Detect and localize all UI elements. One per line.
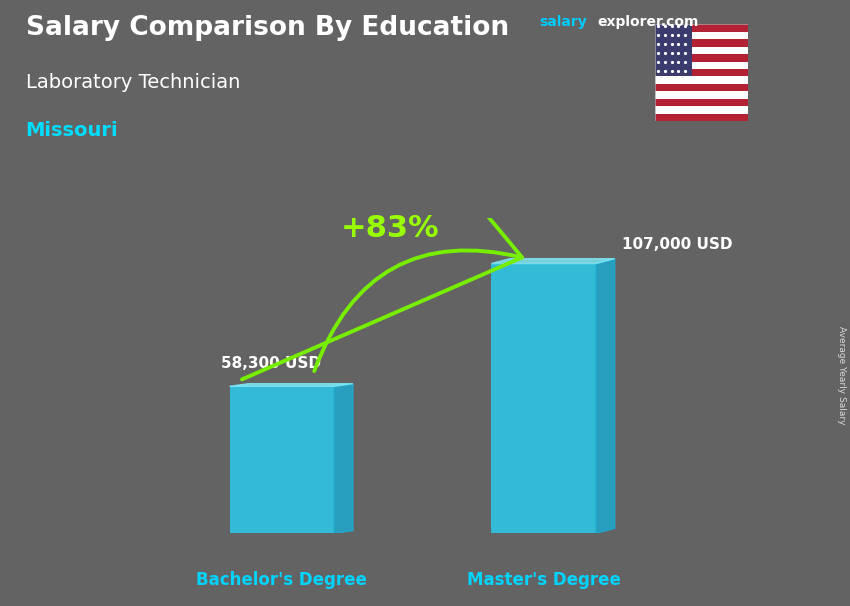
Bar — [654, 24, 748, 32]
Text: Average Yearly Salary: Average Yearly Salary — [836, 327, 846, 425]
FancyBboxPatch shape — [491, 264, 596, 533]
Text: Salary Comparison By Education: Salary Comparison By Education — [26, 15, 508, 41]
Bar — [654, 47, 748, 54]
Bar — [654, 32, 748, 39]
Polygon shape — [334, 384, 353, 533]
Bar — [654, 69, 748, 76]
Text: Bachelor's Degree: Bachelor's Degree — [196, 571, 367, 589]
FancyBboxPatch shape — [230, 386, 334, 533]
Bar — [654, 114, 748, 121]
Polygon shape — [230, 384, 353, 386]
Polygon shape — [596, 259, 615, 533]
Text: Master's Degree: Master's Degree — [467, 571, 620, 589]
Bar — [654, 92, 748, 99]
Bar — [654, 106, 748, 114]
FancyArrowPatch shape — [242, 22, 522, 379]
Text: 58,300 USD: 58,300 USD — [221, 356, 321, 370]
Bar — [654, 24, 692, 76]
Bar — [654, 99, 748, 106]
Text: Laboratory Technician: Laboratory Technician — [26, 73, 240, 92]
Bar — [654, 76, 748, 84]
Bar — [654, 62, 748, 69]
Bar — [654, 54, 748, 62]
Bar — [654, 84, 748, 92]
Text: 107,000 USD: 107,000 USD — [622, 237, 733, 252]
Bar — [654, 39, 748, 47]
Text: salary: salary — [540, 15, 587, 29]
Polygon shape — [491, 259, 615, 264]
Text: +83%: +83% — [341, 215, 439, 244]
Text: Missouri: Missouri — [26, 121, 118, 140]
Text: explorer.com: explorer.com — [598, 15, 699, 29]
